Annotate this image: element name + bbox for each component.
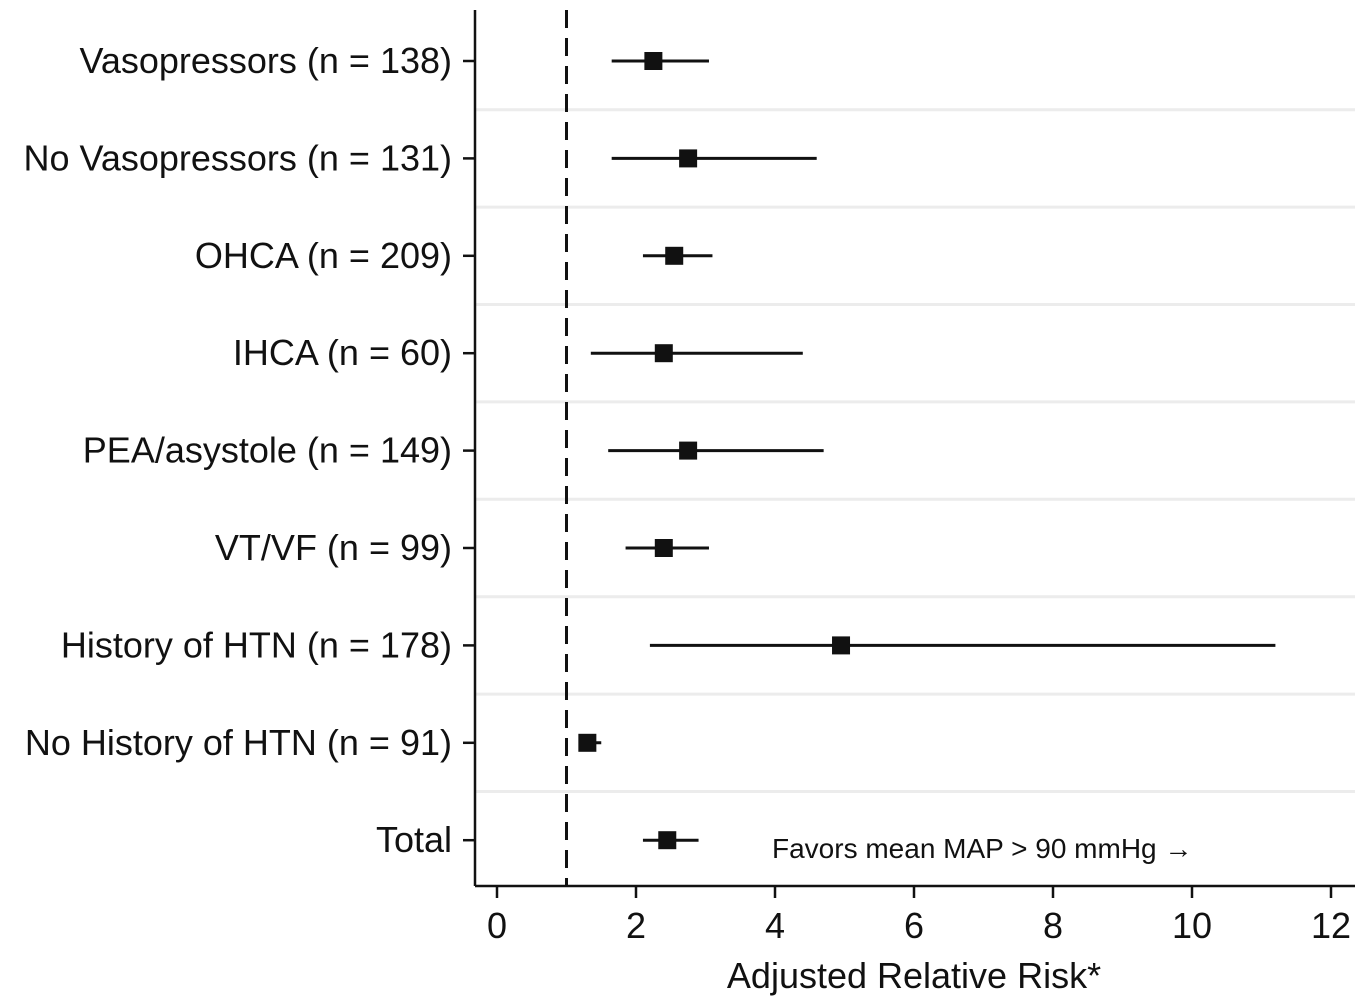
x-tick-label: 4 bbox=[765, 905, 785, 946]
forest-row: PEA/asystole (n = 149) bbox=[83, 430, 824, 471]
row-label: Vasopressors (n = 138) bbox=[79, 40, 452, 81]
forest-row: History of HTN (n = 178) bbox=[61, 624, 1276, 665]
x-tick-label: 2 bbox=[626, 905, 646, 946]
x-tick-label: 8 bbox=[1043, 905, 1063, 946]
row-label: Total bbox=[376, 819, 452, 860]
x-tick-label: 0 bbox=[487, 905, 507, 946]
row-label: IHCA (n = 60) bbox=[233, 332, 452, 373]
forest-row: Vasopressors (n = 138) bbox=[79, 40, 709, 81]
x-tick-label: 10 bbox=[1172, 905, 1212, 946]
point-estimate bbox=[658, 831, 677, 850]
point-estimate bbox=[832, 636, 851, 655]
row-label: History of HTN (n = 178) bbox=[61, 624, 452, 665]
row-label: OHCA (n = 209) bbox=[195, 235, 452, 276]
point-estimate bbox=[665, 246, 684, 265]
forest-row: No History of HTN (n = 91) bbox=[25, 722, 602, 763]
annotation: Favors mean MAP > 90 mmHg → bbox=[772, 833, 1192, 864]
gridlines bbox=[475, 108, 1355, 793]
forest-row: VT/VF (n = 99) bbox=[215, 527, 709, 568]
row-label: No Vasopressors (n = 131) bbox=[23, 137, 452, 178]
point-estimate bbox=[644, 52, 663, 70]
point-estimate bbox=[679, 149, 698, 168]
forest-row: OHCA (n = 209) bbox=[195, 235, 713, 276]
axes: 0 2 4 6 8 10 12 bbox=[473, 10, 1355, 946]
forest-row: No Vasopressors (n = 131) bbox=[23, 137, 817, 178]
point-estimate bbox=[578, 733, 597, 752]
point-estimate bbox=[654, 344, 673, 363]
point-estimate bbox=[654, 539, 673, 557]
x-tick-label: 6 bbox=[904, 905, 924, 946]
row-label: No History of HTN (n = 91) bbox=[25, 722, 452, 763]
row-label: VT/VF (n = 99) bbox=[215, 527, 452, 568]
rows: Vasopressors (n = 138) No Vasopressors (n… bbox=[23, 40, 1276, 860]
x-tick-label: 12 bbox=[1311, 905, 1351, 946]
forest-row: Total bbox=[376, 819, 699, 860]
x-axis-title: Adjusted Relative Risk* bbox=[727, 955, 1101, 996]
row-label: PEA/asystole (n = 149) bbox=[83, 430, 452, 471]
point-estimate bbox=[679, 441, 698, 460]
forest-row: IHCA (n = 60) bbox=[233, 332, 803, 373]
